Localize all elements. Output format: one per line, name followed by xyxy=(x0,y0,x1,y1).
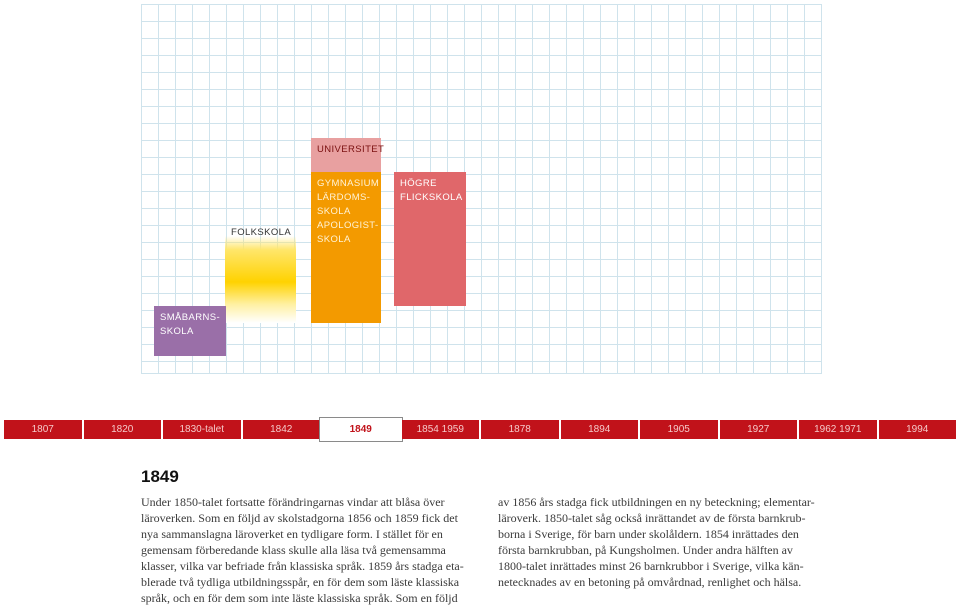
block-label: SMÅBARNS- xyxy=(160,312,221,323)
year-tab-1849[interactable]: 1849 xyxy=(319,417,403,442)
block-folkskola: FOLKSKOLA xyxy=(225,222,296,323)
block-universitet: UNIVERSITET xyxy=(311,138,385,172)
text-line: nya sammanslagna läroverket en tydligare… xyxy=(141,527,443,541)
block-label: LÄRDOMS- xyxy=(317,192,371,203)
year-tab-1807[interactable]: 1807 xyxy=(4,420,82,439)
text-line: läroverken. Som en följd av skolstadgorn… xyxy=(141,511,458,525)
block-hogre-flickskola: HÖGRE FLICKSKOLA xyxy=(394,172,466,306)
block-label: HÖGRE xyxy=(400,178,437,189)
year-tab-1894[interactable]: 1894 xyxy=(560,420,638,439)
year-tab-1842[interactable]: 1842 xyxy=(242,420,320,439)
text-line: borna i Sverige, för barn under skolålde… xyxy=(498,527,799,541)
year-tab-1820[interactable]: 1820 xyxy=(83,420,161,439)
text-column-right: av 1856 års stadga fick utbildningen en … xyxy=(498,494,815,590)
year-tab-1830-talet[interactable]: 1830-talet xyxy=(163,420,241,439)
year-timeline: 1807 1820 1830-talet 1842 1849 1854 1959… xyxy=(4,417,956,442)
text-line: läroverk. 1850-talet såg också inrättand… xyxy=(498,511,806,525)
block-label: UNIVERSITET xyxy=(317,144,385,155)
year-tab-1962-1971[interactable]: 1962 1971 xyxy=(799,420,877,439)
block-label: GYMNASIUM xyxy=(317,178,380,189)
text-line: blerade två tydliga utbildningsspår, en … xyxy=(141,575,460,589)
text-line: 1800-talet inrättades minst 26 barnkrubb… xyxy=(498,559,804,573)
text-line: netecknades av en betoning på omvårdnad,… xyxy=(498,575,802,589)
section-heading: 1849 xyxy=(141,467,179,486)
block-label: SKOLA xyxy=(317,234,351,245)
text-line: klasser, vilka var befriade från klassis… xyxy=(141,559,464,573)
block-label: SKOLA xyxy=(160,326,194,337)
block-label: SKOLA xyxy=(317,206,351,217)
year-tab-1878[interactable]: 1878 xyxy=(481,420,559,439)
year-tab-1927[interactable]: 1927 xyxy=(719,420,797,439)
text-line: Under 1850-talet fortsatte förändringarn… xyxy=(141,495,445,509)
block-gymnasium: GYMNASIUM LÄRDOMS- SKOLA APOLOGIST- SKOL… xyxy=(311,172,381,323)
year-tab-1854-1959[interactable]: 1854 1959 xyxy=(401,420,479,439)
block-smabarnsskola: SMÅBARNS- SKOLA xyxy=(154,306,226,356)
text-line: första barnkrubban, på Kungsholmen. Unde… xyxy=(498,543,793,557)
text-line: gemensam förberedande klass skulle alla … xyxy=(141,543,446,557)
block-label: FLICKSKOLA xyxy=(400,192,463,203)
text-line: språk, och en för dem som inte läste kla… xyxy=(141,591,458,605)
year-tab-1905[interactable]: 1905 xyxy=(640,420,718,439)
block-label: FOLKSKOLA xyxy=(231,227,292,238)
text-column-left: Under 1850-talet fortsatte förändringarn… xyxy=(141,494,464,606)
block-label: APOLOGIST- xyxy=(317,220,379,231)
text-line: av 1856 års stadga fick utbildningen en … xyxy=(498,495,815,509)
year-tab-1994[interactable]: 1994 xyxy=(878,420,956,439)
